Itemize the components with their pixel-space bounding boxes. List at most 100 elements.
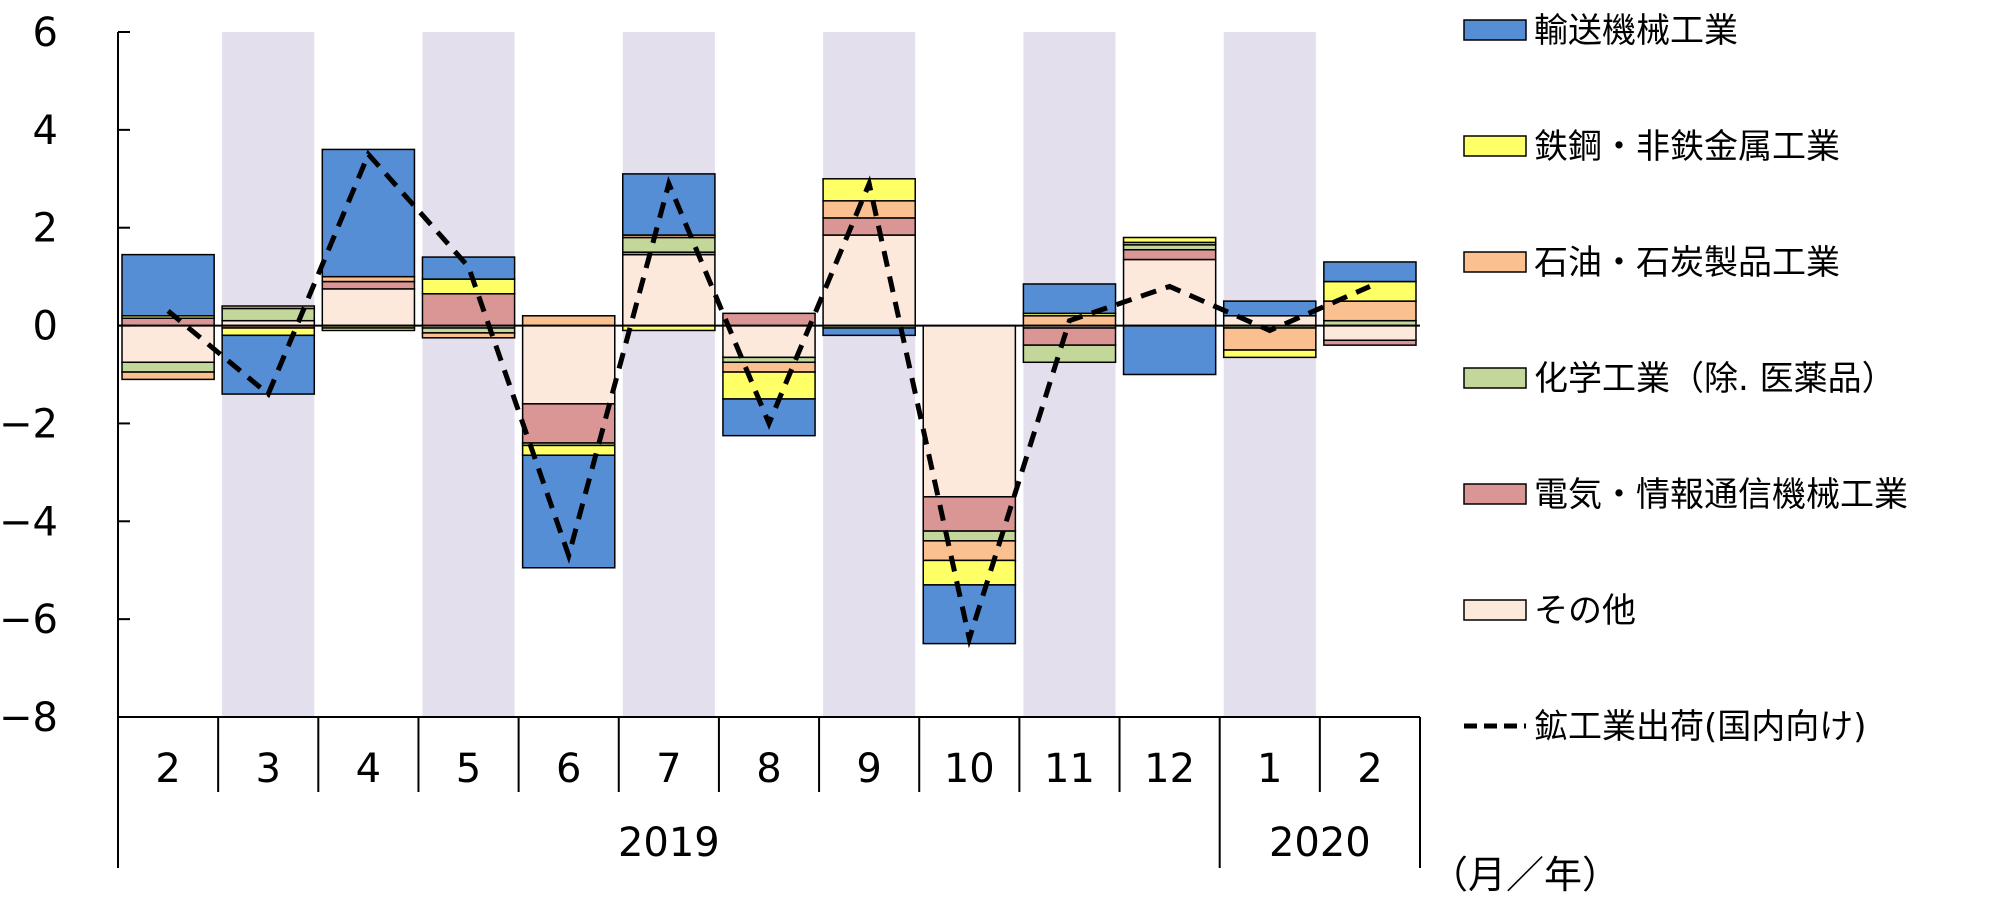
bar-segment xyxy=(822,217,916,236)
x-tick-label: 3 xyxy=(256,746,281,792)
y-tick-label: 2 xyxy=(33,206,58,252)
bar-segment xyxy=(121,324,215,364)
bar-segment xyxy=(1022,344,1117,364)
x-tick-label: 7 xyxy=(656,746,681,792)
bar-segment xyxy=(421,332,516,339)
x-tick-label: 11 xyxy=(1044,746,1095,792)
bar-segment xyxy=(121,371,215,381)
legend-label: 輸送機械工業 xyxy=(1534,11,1738,51)
legend-label: 鉄鋼・非鉄金属工業 xyxy=(1534,127,1840,167)
y-tick-label: −2 xyxy=(0,401,58,447)
bar-segment xyxy=(1122,258,1217,327)
bar-segment xyxy=(1323,339,1417,346)
shade-band xyxy=(422,32,515,717)
legend-swatch xyxy=(1463,599,1527,621)
bar-segment xyxy=(1323,261,1417,283)
legend-item: 石油・石炭製品工業 xyxy=(1463,243,1840,283)
axis-unit-label: （月／年） xyxy=(1430,853,1620,897)
bar-segment xyxy=(622,253,716,327)
legend-swatch xyxy=(1463,483,1527,505)
bar-segment xyxy=(822,327,916,337)
x-tick-label: 2 xyxy=(1357,746,1382,792)
bar-segment xyxy=(722,371,816,400)
bar-segment xyxy=(922,324,1017,498)
x-tick-label: 4 xyxy=(356,746,381,792)
bar-segment xyxy=(1222,300,1317,317)
bar-segment xyxy=(1122,324,1217,376)
legend-label: 化学工業（除. 医薬品） xyxy=(1534,359,1896,399)
bar-segment xyxy=(822,234,916,327)
bar-segment xyxy=(1122,236,1217,244)
bar-segment xyxy=(321,327,416,332)
legend-item: 鉄鋼・非鉄金属工業 xyxy=(1463,127,1840,167)
bar-segment xyxy=(421,256,516,280)
bar-segment xyxy=(521,324,616,405)
bar-segment xyxy=(1022,327,1117,346)
x-tick-label: 1 xyxy=(1257,746,1282,792)
shade-band xyxy=(1023,32,1116,717)
legend-label: その他 xyxy=(1534,591,1636,631)
legend-item: その他 xyxy=(1463,591,1636,631)
legend-item: 電気・情報通信機械工業 xyxy=(1463,475,1908,515)
bar-segment xyxy=(1222,349,1317,359)
bar-segment xyxy=(622,236,716,253)
x-tick-label: 12 xyxy=(1144,746,1195,792)
year-labels: 2019 2020 xyxy=(618,820,1371,866)
y-tick-label: 0 xyxy=(33,304,58,350)
bar-segment xyxy=(1122,248,1217,261)
legend-item: 輸送機械工業 xyxy=(1463,11,1738,51)
legend-swatch xyxy=(1463,251,1527,273)
bar-segment xyxy=(421,293,516,327)
stacked-bars xyxy=(121,148,1417,645)
y-tick-labels: 6 4 2 0 −2 −4 −6 −8 xyxy=(0,10,58,741)
x-tick-label: 6 xyxy=(556,746,581,792)
bar-segment xyxy=(321,288,416,327)
bar-segment xyxy=(221,327,316,337)
year-label: 2019 xyxy=(618,820,720,866)
year-label: 2020 xyxy=(1269,820,1371,866)
x-tick-label: 8 xyxy=(756,746,781,792)
bar-segment xyxy=(521,444,616,456)
bar-segment xyxy=(722,361,816,373)
y-tick-label: −8 xyxy=(0,695,58,741)
y-tick-label: 6 xyxy=(33,10,58,56)
bar-segment xyxy=(121,253,215,317)
shaded-month-bands xyxy=(222,32,1316,717)
bar-segment xyxy=(321,148,416,278)
bar-segment xyxy=(1323,324,1417,342)
shade-band xyxy=(622,32,715,717)
x-category-labels: 2 3 4 5 6 7 8 9 10 11 12 1 2 xyxy=(155,746,1382,792)
bar-segment xyxy=(321,280,416,290)
bar-segment xyxy=(1323,300,1417,322)
x-tick-label: 10 xyxy=(944,746,995,792)
legend-label: 鉱工業出荷(国内向け) xyxy=(1534,707,1867,747)
x-tick-label: 2 xyxy=(155,746,180,792)
bar-segment xyxy=(521,315,616,327)
x-tick-label: 5 xyxy=(456,746,481,792)
legend-swatch xyxy=(1463,367,1527,389)
bar-segment xyxy=(922,496,1017,532)
bar-segment xyxy=(421,278,516,295)
shade-band xyxy=(823,32,916,717)
legend-swatch xyxy=(1463,135,1527,157)
total-shipments-line xyxy=(166,149,1371,649)
bar-segment xyxy=(121,361,215,373)
bar-segment xyxy=(121,317,215,327)
legend-item: 鉱工業出荷(国内向け) xyxy=(1464,707,1867,747)
legend-label: 電気・情報通信機械工業 xyxy=(1534,475,1908,515)
shade-band xyxy=(1223,32,1316,717)
legend-label: 石油・石炭製品工業 xyxy=(1534,243,1840,283)
legend-swatch xyxy=(1463,19,1527,41)
bar-segment xyxy=(221,305,316,310)
y-tick-label: −4 xyxy=(0,499,58,545)
bar-segment xyxy=(922,559,1017,586)
y-tick-label: 4 xyxy=(33,108,58,154)
x-tick-label: 9 xyxy=(856,746,881,792)
bar-segment xyxy=(822,200,916,219)
axes xyxy=(117,31,1421,868)
bar-segment xyxy=(722,312,816,327)
y-tick-label: −6 xyxy=(0,597,58,643)
legend-item: 化学工業（除. 医薬品） xyxy=(1463,359,1896,399)
